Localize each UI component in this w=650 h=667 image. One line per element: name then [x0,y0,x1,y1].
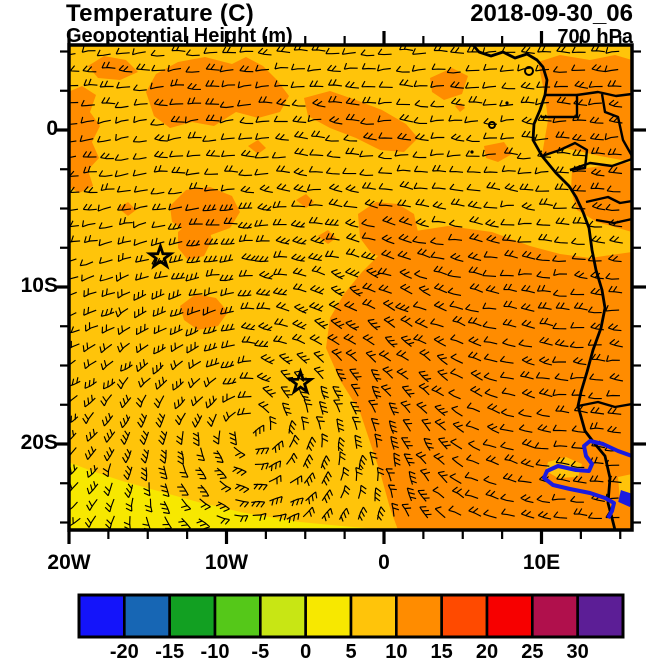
temp-region-10-15C [170,187,240,236]
temp-region-10-15C [180,294,228,330]
colorbar-cell [485,593,534,639]
y-axis-tick-label: 0 [46,117,58,140]
colorbar-tick-label: 10 [385,641,408,663]
map-frame [67,43,634,532]
colorbar-cell [440,593,489,639]
colorbar-tick-label: -20 [109,641,139,663]
country-border [585,195,632,205]
colorbar-cell [576,593,625,639]
temp-region-10-15C [538,55,632,162]
colorbar-frame [77,593,625,639]
colorbar-tick-label: -5 [251,641,270,663]
island-outline [488,121,496,129]
colorbar-cell [349,593,398,639]
colorbar-tick-label: 20 [475,641,499,663]
temp-region-10-15C [571,162,632,232]
map-field [69,45,632,530]
colorbar-cell [168,593,217,639]
temp-region-10-15C [484,142,512,162]
island-dot [505,101,509,105]
x-axis-tick-label: 10W [204,551,249,574]
island-outline [524,66,534,76]
colorbar-tick-label: -15 [155,641,185,663]
country-border [569,157,632,172]
country-border [595,217,632,225]
plot-title: Temperature (C) [66,0,255,27]
axis-ticks [55,31,646,544]
star-marker [285,367,316,396]
pressure-level-label: 700 hPa [557,26,633,48]
colorbar-tick-label: 25 [521,641,544,663]
colorbar-tick-label: -10 [200,641,230,663]
temp-region-10-15C [304,91,418,152]
colorbar-cell [304,593,353,639]
plot-subtitle: Geopotential Height (m) [66,25,293,47]
temp-region-10-15C [146,57,289,128]
colorbar [77,593,625,639]
country-border [541,93,579,119]
temp-region-10-15C [248,140,266,154]
temp-region-10-15C [69,86,100,193]
wind-barb-field [69,45,624,530]
x-axis-tick-label: 0 [378,551,390,574]
colorbar-cell [213,593,262,639]
temp-region-10-15C [430,68,468,100]
y-axis-tick-label: 20S [20,431,58,454]
colorbar-tick-label: 0 [300,641,312,663]
colorbar-tick-label: 5 [345,641,357,663]
island-dot [470,150,474,154]
temp-region-0-5C [69,462,392,530]
country-border [576,90,632,98]
temp-region-10-15C [178,220,212,260]
country-border [600,93,632,157]
country-border [541,141,589,172]
height-contour-blob [618,490,632,508]
colorbar-tick-label: 30 [566,641,589,663]
x-axis-tick-label: 10E [522,551,561,574]
colorbar-cell [531,593,579,639]
star-marker [145,241,175,270]
colorbar-cell [259,593,307,639]
colorbar-tick-label: 15 [430,641,453,663]
x-axis-tick-label: 20W [47,551,91,574]
colorbar-cell [395,593,443,639]
wind-barbs [69,45,624,530]
colorbar-cell [123,593,171,639]
coastline [471,45,617,530]
y-axis-tick-label: 10S [20,274,58,297]
height-contour [542,439,632,519]
country-border [577,400,632,409]
colorbar-cell [77,593,126,639]
valid-datetime: 2018-09-30_06 [470,0,633,27]
